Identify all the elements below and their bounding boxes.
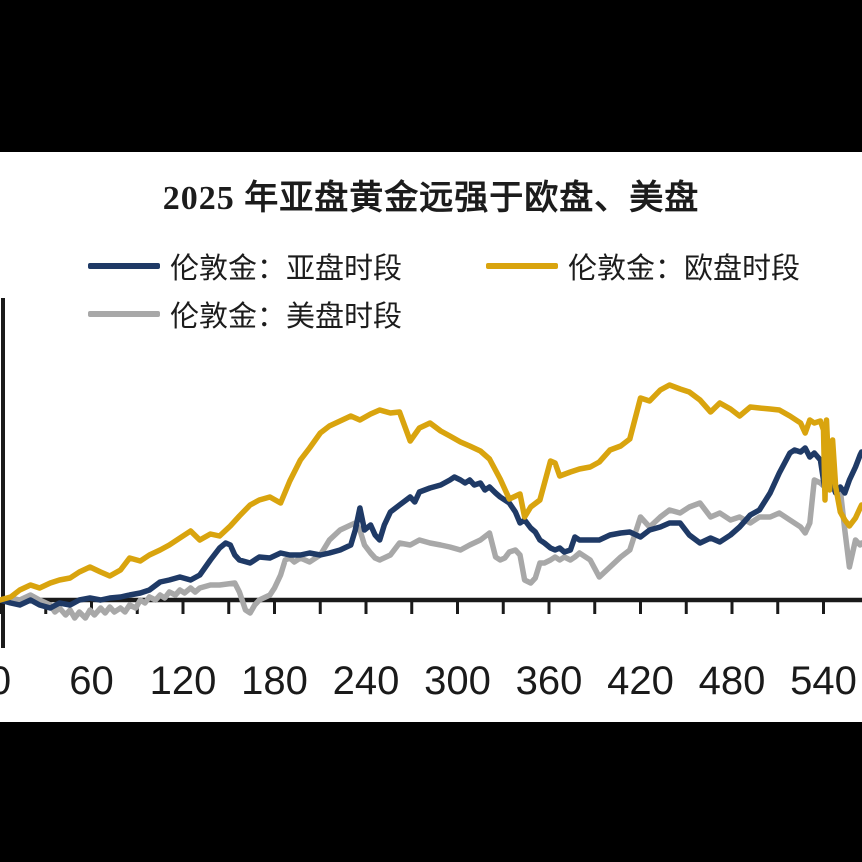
x-axis-tick-label: 60	[69, 659, 114, 703]
chart-panel: 2025 年亚盘黄金远强于欧盘、美盘 伦敦金：亚盘时段 伦敦金：欧盘时段 伦敦金…	[0, 152, 862, 722]
series-line-1	[0, 382, 862, 603]
x-axis-tick-label: 300	[424, 659, 491, 703]
chart-title: 2025 年亚盘黄金远强于欧盘、美盘	[162, 180, 700, 217]
x-axis-tick-label: 420	[607, 659, 674, 703]
x-axis-tick-label: 120	[150, 659, 217, 703]
legend-item-asia-session: 伦敦金：亚盘时段	[88, 248, 403, 285]
x-axis-tick-label: 240	[333, 659, 400, 703]
legend-item-europe-session: 伦敦金：欧盘时段	[486, 248, 801, 285]
x-axis-tick-label: 360	[516, 659, 583, 703]
chart-svg: 0 60 120 180 240 300 360 420 480 540	[0, 298, 862, 703]
series-line-0	[0, 445, 862, 611]
legend-item-us-session: 伦敦金：美盘时段	[88, 296, 403, 333]
x-axis-tick-label: 0	[0, 659, 11, 703]
letterbox-bottom	[0, 722, 862, 862]
legend-label-europe: 伦敦金：欧盘时段	[568, 253, 801, 285]
x-axis-tick-label: 480	[699, 659, 766, 703]
x-axis-tick-label: 180	[241, 659, 308, 703]
legend-label-asia: 伦敦金：亚盘时段	[170, 253, 403, 285]
legend-swatch-asia	[88, 263, 160, 269]
x-axis-tick-label: 540	[790, 659, 857, 703]
series-line-2	[0, 477, 862, 621]
legend-swatch-europe	[486, 263, 558, 269]
letterbox-top	[0, 0, 862, 152]
plot-area: 0 60 120 180 240 300 360 420 480 540	[0, 292, 862, 722]
legend-swatch-us	[88, 311, 160, 317]
legend-label-us: 伦敦金：美盘时段	[170, 301, 403, 333]
